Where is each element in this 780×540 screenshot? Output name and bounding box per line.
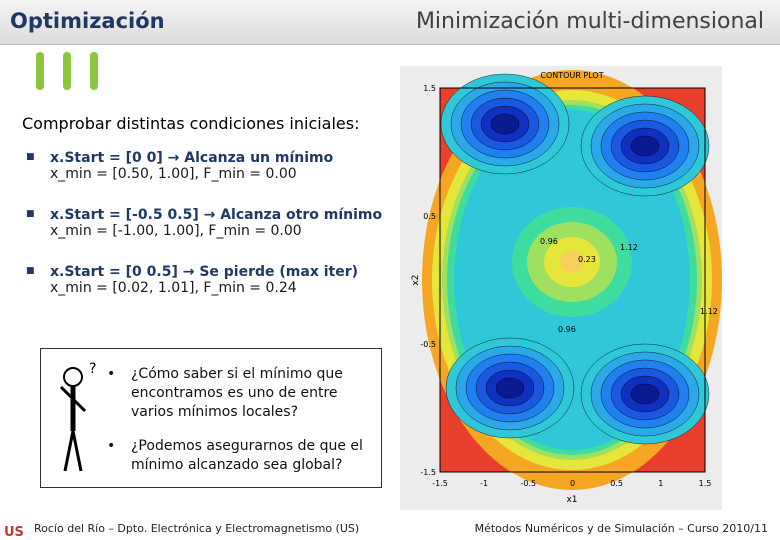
logo: US: [4, 525, 24, 540]
x-tick-label: 1: [658, 479, 663, 488]
question: • ¿Podemos asegurarnos de que el mínimo a…: [107, 438, 363, 473]
bullet-detail: x_min = [-1.00, 1.00], F_min = 0.00: [50, 223, 302, 239]
y-tick-label: 0.5: [423, 212, 436, 221]
x-tick-label: 0: [570, 479, 575, 488]
section-title: Optimización: [10, 9, 165, 33]
contour-label: 0.23: [578, 255, 596, 264]
bullet: ■ x.Start = [0 0.5] → Se pierde (max iter…: [26, 264, 358, 296]
contour-label: 0.96: [540, 237, 558, 246]
bullet: ■ x.Start = [-0.5 0.5] → Alcanza otro mín…: [26, 207, 382, 239]
x-tick-label: 1.5: [699, 479, 712, 488]
question: • ¿Cómo saber si el mínimo que encontramo…: [107, 366, 343, 420]
contour-band: [630, 135, 660, 157]
bullet-marker: ■: [26, 266, 35, 276]
contour-label: 1.12: [700, 307, 718, 316]
y-axis-label: x2: [411, 274, 421, 285]
bullet-marker: ■: [26, 152, 35, 162]
contour-band: [490, 113, 520, 135]
bullet-marker: ■: [26, 209, 35, 219]
y-tick-label: -1.5: [420, 468, 436, 477]
bullet-title: x.Start = [-0.5 0.5] → Alcanza otro míni…: [50, 207, 383, 223]
contour-label: 1.12: [620, 243, 638, 252]
contour-band: [630, 383, 660, 405]
contour-wells: [440, 73, 710, 445]
plot-frame: [439, 87, 706, 473]
bullet-title: x.Start = [0 0.5] → Se pierde (max iter): [50, 264, 359, 280]
svg-text:US: US: [4, 525, 24, 540]
bullet-title: x.Start = [0 0] → Alcanza un mínimo: [50, 150, 334, 166]
intro-text: Comprobar distintas condiciones iniciale…: [22, 114, 360, 133]
plot-title: CONTOUR PLOT: [540, 71, 603, 80]
svg-text:?: ?: [89, 361, 96, 377]
slide-title: Minimización multi-dimensional: [415, 9, 764, 34]
header: Optimización Minimización multi-dimensio…: [0, 0, 780, 45]
contour-plot: CONTOUR PLOT x1 x2 -1.5 -1 -0.5 0 0.5 1 1.5 1.5…: [400, 66, 722, 510]
question-text: ¿Cómo saber si el mínimo que encontramos…: [131, 366, 343, 420]
y-tick-label: 1.5: [423, 84, 436, 93]
bullet-detail: x_min = [0.02, 1.01], F_min = 0.24: [50, 280, 297, 296]
x-tick-label: -1.5: [432, 479, 448, 488]
x-axis-label: x1: [566, 495, 577, 505]
decoration: [36, 52, 98, 90]
contour-band: [495, 377, 525, 399]
thinking-figure: ?: [59, 361, 96, 472]
contour-label: 0.96: [558, 325, 576, 334]
bullet: ■ x.Start = [0 0] → Alcanza un mínimo x_mi…: [26, 150, 333, 182]
x-tick-label: -1: [480, 479, 488, 488]
x-tick-label: 0.5: [610, 479, 623, 488]
footer-right: Métodos Numéricos y de Simulación – Curs…: [474, 522, 768, 535]
y-tick-label: -0.5: [420, 340, 436, 349]
bullet-detail: x_min = [0.50, 1.00], F_min = 0.00: [50, 166, 297, 182]
x-tick-label: -0.5: [521, 479, 537, 488]
question-box: ? • ¿Cómo saber si el mínimo que encontra…: [40, 348, 382, 488]
question-text: ¿Podemos asegurarnos de que el mínimo al…: [131, 438, 363, 473]
footer-left: Rocío del Río – Dpto. Electrónica y Elec…: [34, 522, 360, 535]
